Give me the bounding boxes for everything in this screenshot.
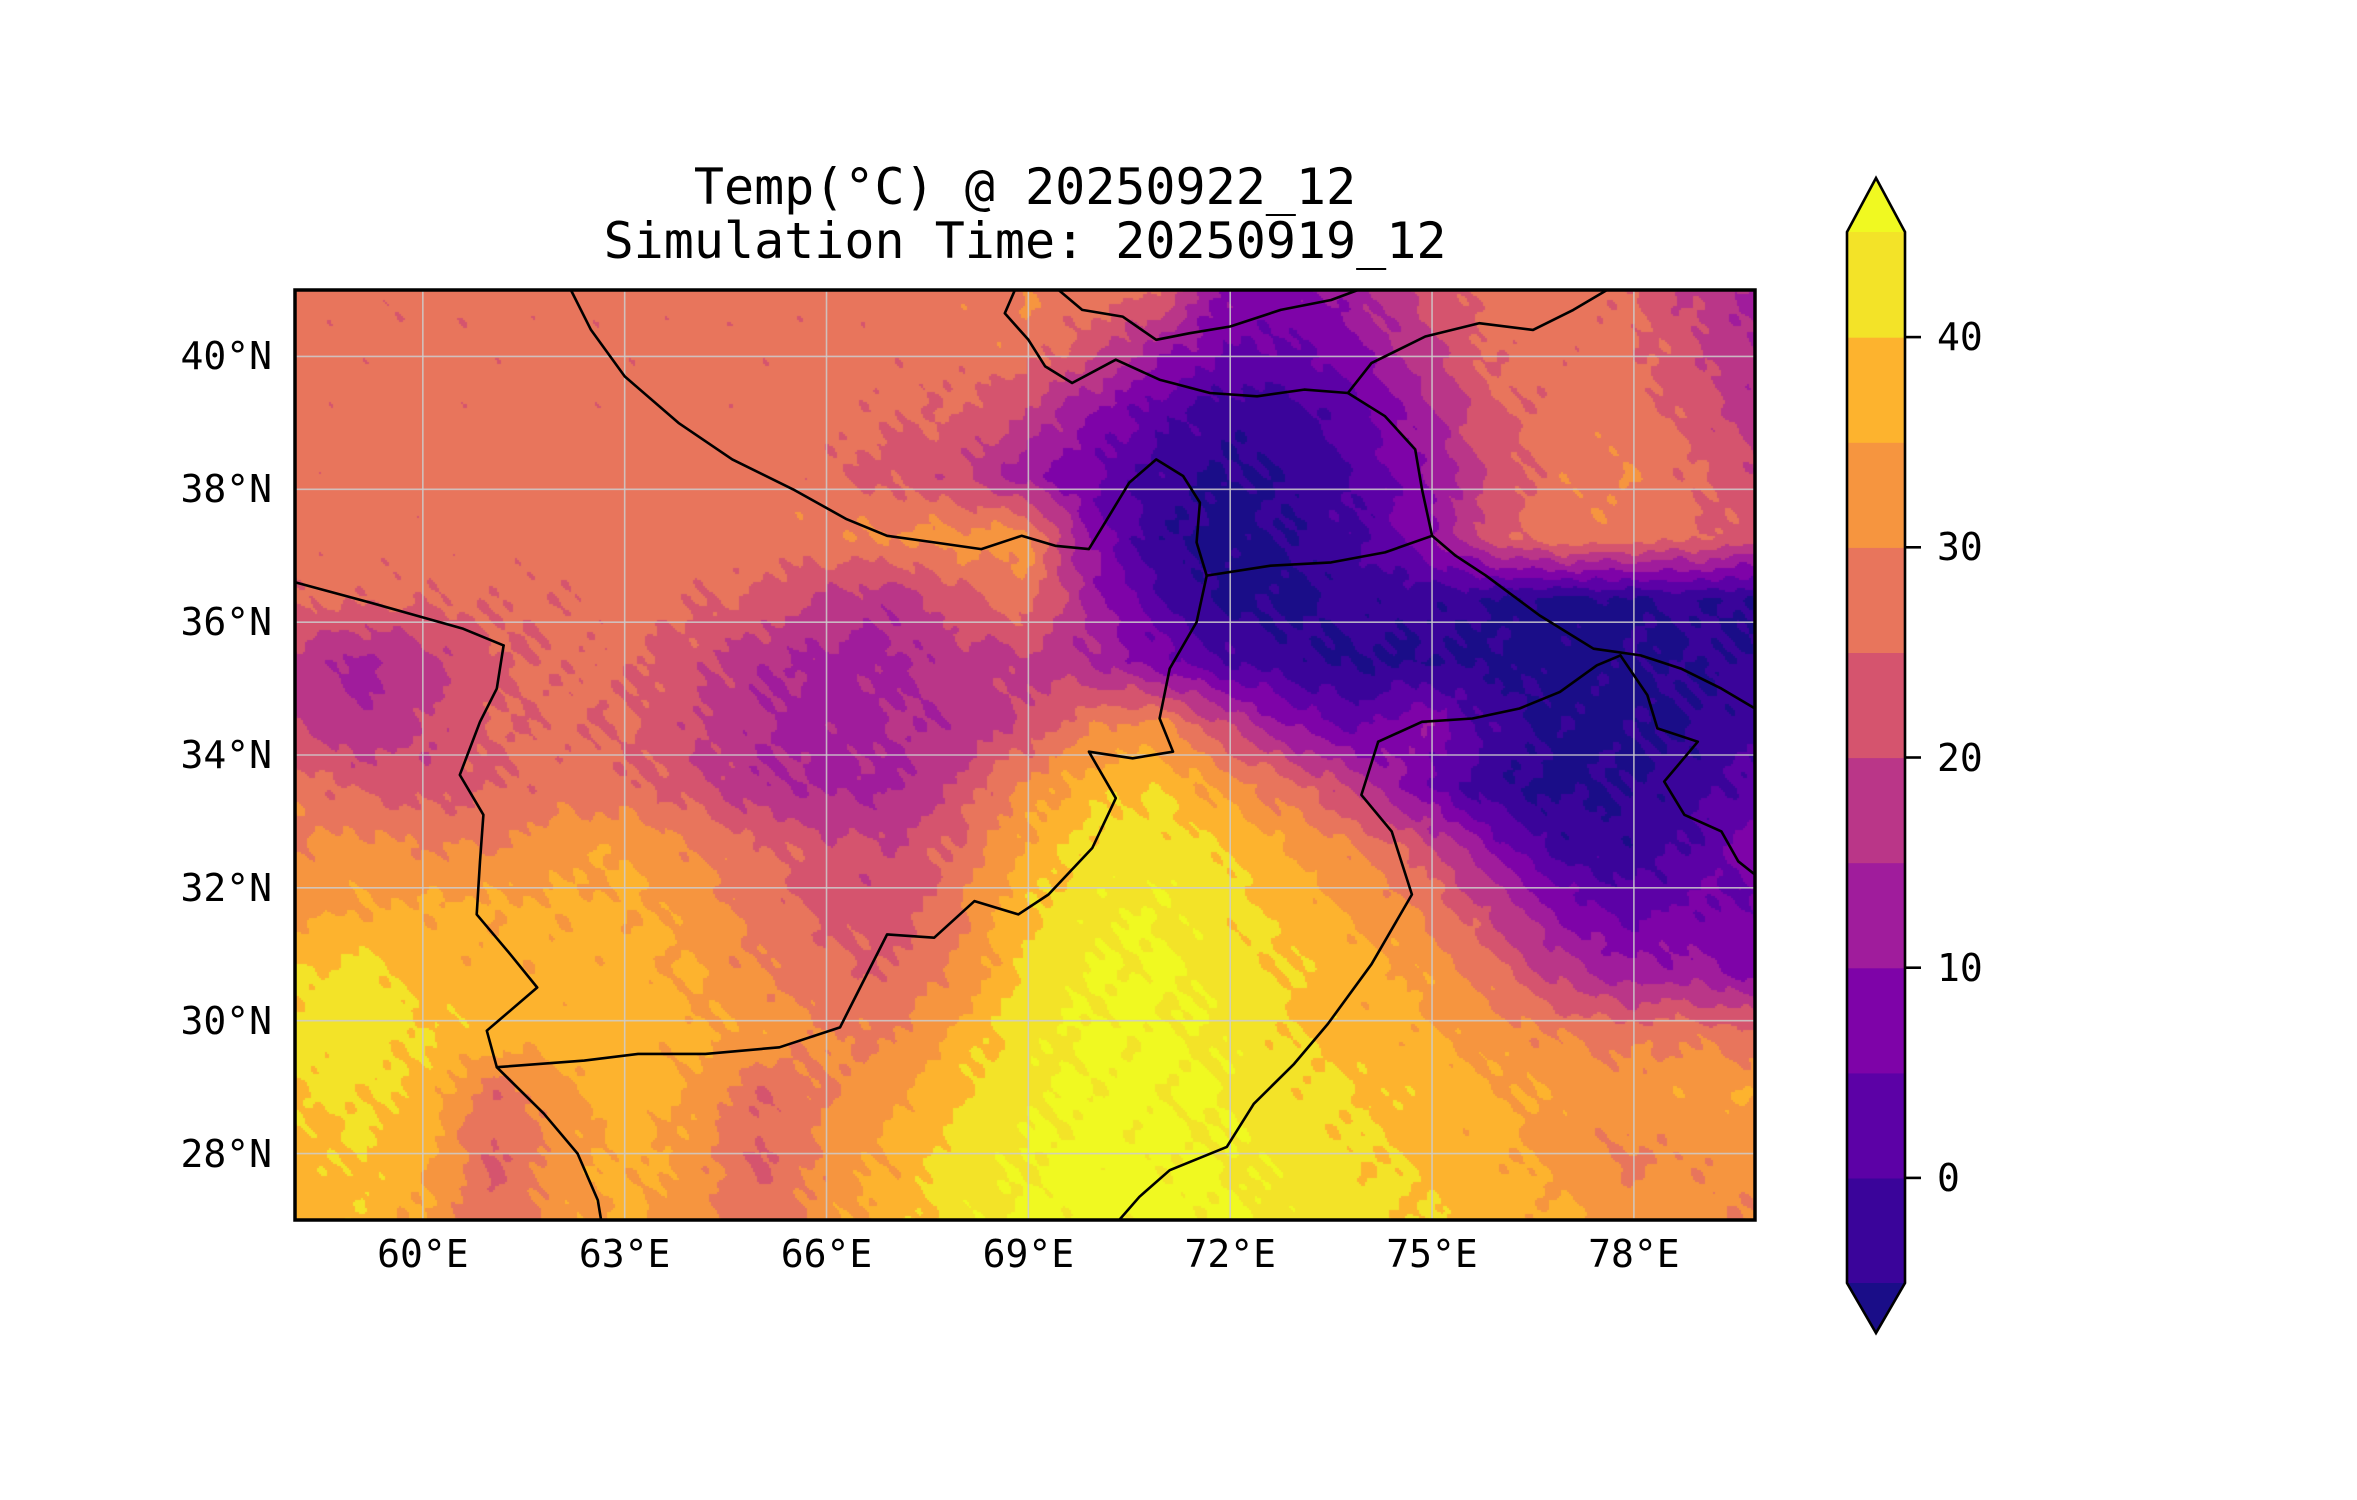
colorbar-tick-label: 0 [1937, 1155, 1960, 1200]
colorbar-under-arrow [1847, 1283, 1905, 1333]
colorbar-band [1847, 862, 1905, 969]
x-tick-label: 66°E [780, 1232, 873, 1276]
x-tick-label: 75°E [1386, 1232, 1478, 1276]
country-border [458, 644, 603, 1222]
y-tick-label: 28°N [180, 1131, 272, 1176]
colorbar-band [1847, 1177, 1905, 1284]
colorbar-tick-label: 40 [1937, 315, 1983, 360]
colorbar-band [1847, 967, 1905, 1074]
country-border [1205, 534, 1757, 710]
y-tick-label: 38°N [180, 467, 272, 512]
country-border [495, 574, 1208, 1069]
colorbar-band [1847, 1072, 1905, 1179]
y-tick-label: 40°N [180, 334, 272, 379]
y-tick-label: 34°N [180, 733, 272, 777]
title-block: Temp(°C) @ 20250922_12 Simulation Time: … [295, 160, 1755, 268]
x-tick-label: 69°E [982, 1232, 1075, 1276]
colorbar-tick-label: 30 [1937, 525, 1983, 570]
colorbar-band [1847, 232, 1905, 338]
x-tick-label: 63°E [578, 1232, 671, 1276]
country-border [1376, 654, 1622, 743]
colorbar-band [1847, 337, 1905, 443]
x-tick-label: 72°E [1184, 1232, 1276, 1276]
country-border [1057, 288, 1360, 342]
chart-title: Temp(°C) @ 20250922_12 [693, 158, 1357, 216]
colorbar-tick-label: 10 [1937, 945, 1983, 990]
country-border [1117, 740, 1414, 1222]
y-tick-label: 30°N [180, 998, 272, 1043]
country-border [1346, 288, 1609, 395]
chart-subtitle: Simulation Time: 20250919_12 [603, 212, 1447, 270]
colorbar-outline [1845, 175, 1907, 1336]
y-tick-label: 32°N [180, 865, 272, 910]
colorbar-band [1847, 547, 1905, 653]
country-border [569, 288, 1208, 577]
map-frame [293, 288, 1757, 1222]
y-tick-label: 36°N [180, 600, 272, 645]
colorbar-band [1847, 652, 1905, 759]
x-tick-label: 78°E [1588, 1232, 1680, 1276]
colorbar-over-arrow [1847, 178, 1905, 232]
colorbar-band [1847, 757, 1905, 864]
country-border [1619, 654, 1757, 876]
colorbar-tick-label: 20 [1937, 735, 1983, 780]
x-tick-label: 60°E [377, 1232, 469, 1276]
country-border [293, 581, 505, 647]
colorbar-band [1847, 442, 1905, 548]
country-border [1003, 288, 1434, 538]
